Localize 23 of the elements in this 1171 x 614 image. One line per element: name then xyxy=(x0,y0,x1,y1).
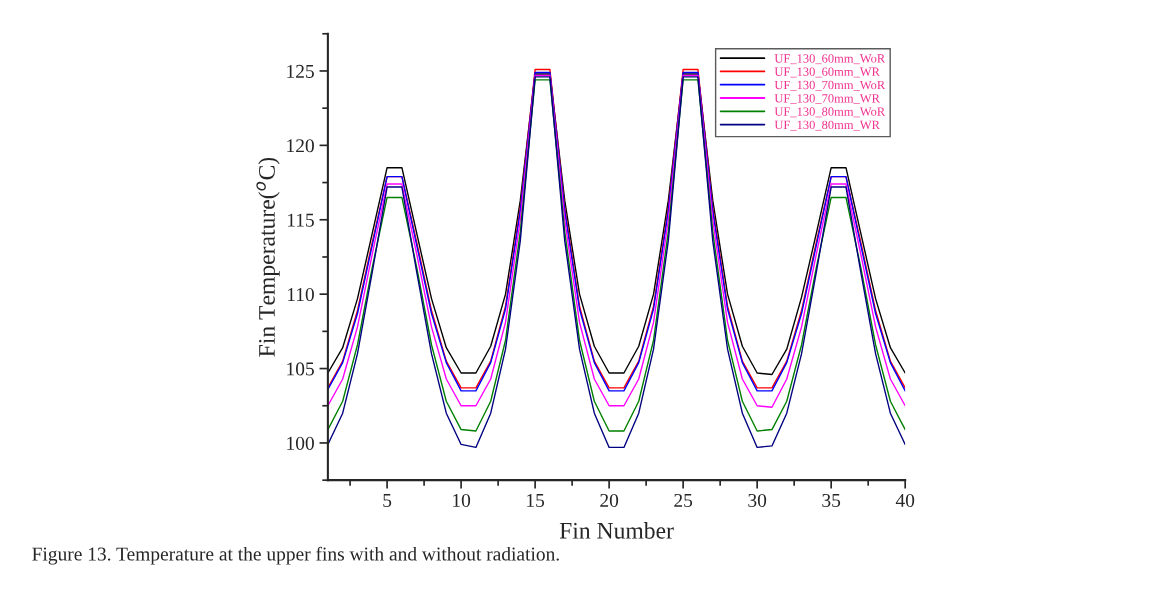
x-tick-label: 35 xyxy=(822,493,841,508)
caption: Figure 13. Temperature at the upper fins with and without radiation. xyxy=(32,546,559,565)
legend-label: UF_130_60mm_WoR xyxy=(774,54,886,65)
y-tick-label: 105 xyxy=(287,362,314,376)
y-axis-title: Fin Temperature($^{o}$C) xyxy=(256,157,280,357)
legend-label: UF_130_60mm_WR xyxy=(774,67,880,78)
x-tick-label: 15 xyxy=(527,494,545,508)
legend-label: UF_130_70mm_WoR xyxy=(774,80,886,91)
y-tick-label: 100 xyxy=(287,436,314,450)
x-tick-label: 5 xyxy=(383,494,392,508)
y-tick-label: 115 xyxy=(287,213,314,227)
y-tick-label: 110 xyxy=(287,287,314,302)
x-axis-title: Fin Number xyxy=(559,522,674,539)
x-tick-label: 40 xyxy=(895,493,915,508)
y-tick-label: 125 xyxy=(287,64,314,78)
x-tick-label: 20 xyxy=(600,493,619,508)
x-tick-label: 10 xyxy=(453,493,471,508)
legend-label: UF_130_70mm_WR xyxy=(774,94,880,104)
x-tick-label: 25 xyxy=(674,493,693,508)
legend-label: UF_130_80mm_WR xyxy=(774,120,880,131)
x-tick-label: 30 xyxy=(748,493,767,508)
legend-label: UF_130_80mm_WoR xyxy=(774,107,886,118)
y-tick-label: 120 xyxy=(287,139,314,153)
